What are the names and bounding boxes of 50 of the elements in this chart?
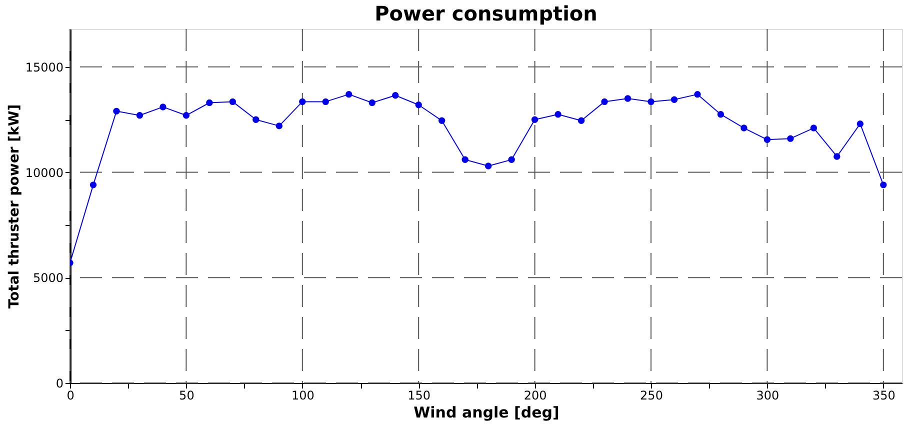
point	[484, 162, 492, 170]
point	[415, 102, 422, 108]
point	[648, 98, 654, 106]
point	[810, 124, 818, 132]
point	[624, 95, 632, 102]
point	[276, 122, 283, 130]
x-tick-label: 0	[66, 388, 74, 402]
point	[740, 124, 748, 132]
point	[368, 99, 376, 106]
point	[834, 153, 840, 160]
point	[229, 98, 236, 106]
point	[880, 182, 887, 188]
point	[601, 98, 608, 106]
point	[160, 104, 166, 110]
point	[787, 135, 794, 142]
x-tick-label: 250	[640, 388, 663, 402]
x-tick-label: 150	[408, 388, 431, 402]
point	[252, 116, 260, 123]
y-axis-title: Total thruster power [kW]	[6, 104, 22, 309]
x-tick-label: 300	[756, 388, 780, 402]
point	[508, 156, 515, 163]
point	[113, 108, 120, 115]
point	[717, 110, 724, 118]
point	[554, 110, 562, 118]
point	[299, 98, 306, 106]
point	[206, 99, 213, 106]
x-axis-title: Wind angle [deg]	[414, 404, 560, 422]
x-tick-label: 200	[524, 388, 547, 402]
point	[670, 96, 678, 103]
point	[90, 182, 97, 188]
point	[392, 92, 399, 99]
y-tick-label: 5000	[32, 271, 64, 286]
point	[462, 156, 468, 163]
point	[438, 117, 446, 124]
point	[136, 112, 144, 119]
y-tick-label: 10000	[25, 166, 64, 180]
x-tick-label: 50	[179, 388, 194, 402]
point	[182, 112, 190, 119]
point	[856, 120, 864, 128]
point	[694, 90, 701, 98]
y-tick-label: 0	[56, 376, 64, 390]
point	[578, 117, 585, 124]
point	[764, 136, 771, 143]
y-tick-label: 15000	[25, 60, 64, 74]
chart-title: Power consumption	[374, 2, 598, 26]
x-tick-label: 350	[872, 388, 896, 402]
point	[322, 98, 329, 106]
point	[531, 116, 538, 123]
x-tick-label: 100	[291, 388, 314, 402]
point	[346, 90, 352, 98]
